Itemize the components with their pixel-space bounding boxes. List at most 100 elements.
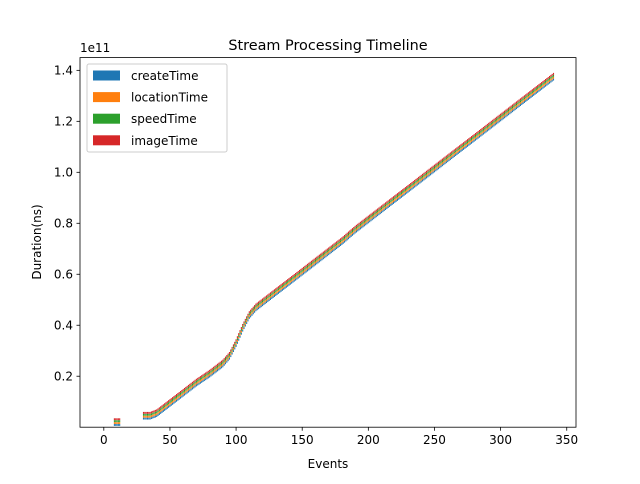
- timeline-bar-segment-speedTime: [433, 166, 436, 169]
- timeline-bar-segment-createTime: [515, 107, 518, 110]
- timeline-bar-segment-speedTime: [435, 165, 437, 168]
- timeline-bar-segment-imageTime: [488, 122, 490, 125]
- timeline-bar-segment-locationTime: [517, 104, 519, 107]
- timeline-bar-segment-locationTime: [437, 165, 439, 168]
- timeline-bar-segment-imageTime: [325, 249, 327, 252]
- timeline-bar-segment-locationTime: [501, 116, 503, 119]
- timeline-bar-segment-createTime: [387, 206, 389, 208]
- timeline-bar-segment-locationTime: [183, 391, 186, 394]
- timeline-bar-segment-locationTime: [493, 122, 495, 125]
- timeline-bar-segment-imageTime: [150, 411, 152, 414]
- timeline-bar-segment-createTime: [172, 402, 174, 405]
- timeline-bar-segment-locationTime: [415, 182, 417, 185]
- timeline-bar-segment-imageTime: [349, 230, 351, 233]
- timeline-bar-segment-createTime: [224, 362, 227, 365]
- timeline-bar-segment-createTime: [410, 188, 412, 191]
- timeline-bar-segment-locationTime: [337, 244, 339, 247]
- timeline-bar-segment-speedTime: [428, 170, 430, 173]
- timeline-bar-segment-imageTime: [433, 164, 436, 167]
- timeline-bar-segment-imageTime: [546, 77, 548, 80]
- timeline-bar-segment-speedTime: [437, 163, 439, 166]
- timeline-bar-segment-imageTime: [478, 129, 480, 132]
- timeline-bar-segment-locationTime: [277, 290, 279, 292]
- timeline-bar-segment-speedTime: [219, 363, 221, 366]
- timeline-bar-segment-imageTime: [160, 406, 162, 409]
- timeline-bar-segment-locationTime: [228, 355, 231, 358]
- timeline-bar-segment-createTime: [342, 241, 344, 244]
- timeline-bar-segment-locationTime: [476, 135, 478, 138]
- timeline-bar-segment-imageTime: [288, 278, 290, 280]
- timeline-bar-segment-speedTime: [302, 268, 305, 271]
- timeline-bar-segment-speedTime: [466, 141, 469, 143]
- timeline-bar-segment-createTime: [236, 341, 238, 344]
- timeline-bar-segment-imageTime: [336, 241, 338, 244]
- timeline-bar-segment-speedTime: [267, 296, 269, 299]
- timeline-bar-segment-imageTime: [269, 292, 272, 295]
- timeline-bar-segment-imageTime: [322, 251, 324, 254]
- timeline-bar-segment-speedTime: [470, 138, 473, 140]
- timeline-bar-segment-imageTime: [265, 295, 268, 298]
- timeline-bar-segment-speedTime: [477, 132, 479, 135]
- timeline-bar-segment-createTime: [432, 171, 434, 174]
- timeline-bar-segment-imageTime: [457, 146, 459, 149]
- timeline-bar-segment-locationTime: [543, 83, 545, 86]
- timeline-bar-segment-createTime: [370, 219, 372, 222]
- x-tick-label: 200: [357, 433, 380, 447]
- timeline-bar-segment-speedTime: [272, 292, 274, 295]
- timeline-bar-segment-createTime: [424, 177, 426, 180]
- timeline-bar-segment-imageTime: [359, 221, 361, 224]
- timeline-bar-segment-imageTime: [538, 84, 540, 87]
- timeline-bar-segment-imageTime: [189, 383, 191, 386]
- timeline-bar-segment-speedTime: [429, 169, 432, 172]
- timeline-bar-segment-speedTime: [484, 127, 486, 130]
- timeline-bar-segment-createTime: [333, 249, 335, 252]
- timeline-bar-segment-speedTime: [256, 304, 258, 307]
- timeline-bar-segment-imageTime: [187, 384, 190, 387]
- timeline-bar-segment-speedTime: [382, 206, 384, 209]
- timeline-bar-segment-speedTime: [172, 399, 174, 401]
- timeline-bar-segment-createTime: [367, 221, 369, 224]
- timeline-bar-segment-speedTime: [310, 262, 313, 265]
- timeline-bar-segment-speedTime: [243, 323, 245, 326]
- timeline-bar-segment-createTime: [427, 175, 429, 178]
- timeline-bar-segment-imageTime: [427, 169, 429, 172]
- timeline-bar-segment-createTime: [149, 417, 151, 420]
- timeline-bar-segment-createTime: [447, 160, 449, 163]
- timeline-bar-segment-speedTime: [358, 224, 360, 227]
- timeline-bar-segment-imageTime: [477, 131, 479, 133]
- timeline-bar-segment-locationTime: [506, 112, 508, 115]
- timeline-bar-segment-locationTime: [231, 350, 233, 353]
- timeline-bar-segment-speedTime: [369, 216, 371, 219]
- timeline-bar-segment-locationTime: [272, 294, 274, 297]
- timeline-bar-segment-locationTime: [425, 174, 428, 177]
- timeline-bar-segment-createTime: [279, 290, 281, 293]
- timeline-bar-segment-speedTime: [148, 413, 150, 416]
- timeline-bar-segment-createTime: [251, 313, 253, 316]
- timeline-bar-segment-createTime: [186, 391, 188, 394]
- timeline-bar-segment-imageTime: [411, 181, 413, 184]
- timeline-bar-segment-imageTime: [205, 372, 207, 375]
- timeline-bar-segment-imageTime: [357, 223, 359, 226]
- timeline-bar-segment-createTime: [456, 153, 458, 155]
- timeline-bar-segment-createTime: [142, 417, 145, 420]
- timeline-bar-segment-createTime: [214, 371, 216, 374]
- timeline-bar-segment-speedTime: [206, 373, 208, 376]
- timeline-bar-segment-imageTime: [304, 265, 306, 268]
- timeline-bar-segment-locationTime: [318, 258, 320, 261]
- timeline-bar-segment-imageTime: [178, 392, 180, 394]
- timeline-bar-segment-speedTime: [371, 214, 373, 217]
- timeline-bar-segment-imageTime: [365, 217, 367, 220]
- timeline-bar-segment-createTime: [316, 262, 318, 265]
- timeline-bar-segment-createTime: [153, 416, 155, 419]
- timeline-bar-segment-createTime: [313, 264, 315, 267]
- timeline-bar-segment-imageTime: [390, 198, 392, 201]
- timeline-bar-segment-createTime: [480, 134, 482, 137]
- timeline-bar-segment-imageTime: [519, 98, 521, 101]
- timeline-bar-segment-createTime: [265, 301, 268, 304]
- timeline-bar-segment-locationTime: [252, 310, 254, 313]
- timeline-bar-segment-locationTime: [242, 327, 244, 330]
- timeline-bar-segment-speedTime: [321, 254, 323, 257]
- timeline-bar-segment-imageTime: [285, 280, 287, 283]
- timeline-bar-segment-createTime: [526, 99, 528, 101]
- timeline-bar-segment-speedTime: [431, 168, 433, 171]
